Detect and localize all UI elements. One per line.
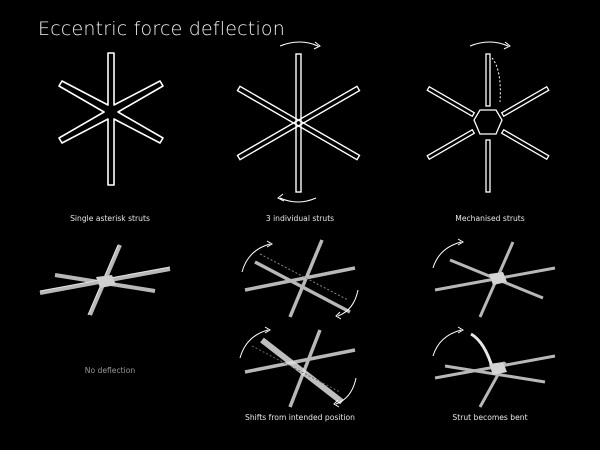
three-struts-render-2 [230,322,370,414]
page-title: Eccentric force deflection [38,18,285,40]
caption-no-deflection: No deflection [84,366,136,375]
caption-single-asterisk: Single asterisk struts [70,214,150,223]
hub-outline [473,109,503,135]
mechanised-render-1 [425,232,565,327]
three-struts-outline [230,40,370,205]
caption-bent: Strut becomes bent [452,413,528,422]
mechanised-render-2 [425,322,565,414]
asterisk-render [30,235,190,325]
rotation-arrow-icon [279,41,319,47]
single-asterisk-outline [40,45,180,195]
caption-shifts: Shifts from intended position [245,413,355,422]
three-struts-render-1 [230,232,370,327]
mechanised-struts-outline [420,40,560,205]
caption-mechanised-struts: Mechanised struts [455,214,525,223]
caption-individual-struts: 3 individual struts [265,214,335,223]
